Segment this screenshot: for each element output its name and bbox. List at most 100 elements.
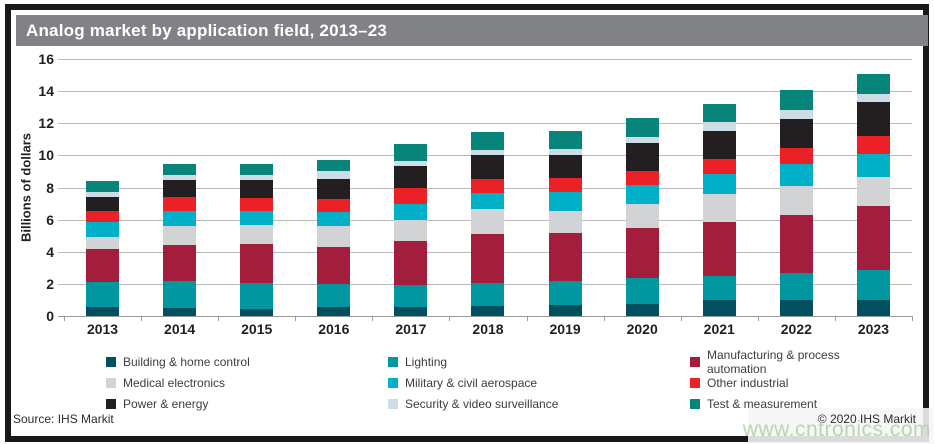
x-axis-label: 2021 [703,321,735,337]
x-axis-label: 2017 [395,321,427,337]
bar-segment [471,193,505,210]
bar-segment [394,307,428,316]
bar-segment [702,299,736,316]
x-tick [372,316,374,321]
bar-segment [317,198,351,212]
legend-item: Military & civil aerospace [388,372,690,393]
x-tick [603,316,605,321]
stacked-bar-2016 [317,160,351,316]
bar-segment [625,228,659,279]
y-tick-label: 0 [46,308,54,324]
x-tick [680,316,682,321]
watermark-text: www.cntronics.com [742,418,931,441]
bar-segment [240,243,274,284]
bar-segment [240,164,274,175]
x-tick [218,316,220,321]
bar-segment [394,161,428,166]
x-tick [834,316,836,321]
bar-segment [163,179,197,198]
bar-segment [625,143,659,171]
x-tick [64,316,65,321]
bar-segment [394,188,428,204]
bar-segment [548,210,582,233]
bar-segment [394,203,428,221]
x-tick [141,316,143,321]
bar-segment [625,204,659,229]
bar-segment [317,307,351,316]
bar-segment [471,154,505,179]
y-tick-label: 16 [38,51,54,68]
bar-segment [394,285,428,308]
bar-segment [163,245,197,282]
bar-segment [779,272,813,300]
bar-segment [317,171,351,179]
bar-segment [625,117,659,137]
bar-segment [394,165,428,189]
bar-segment [163,164,197,175]
legend-label: Other industrial [707,375,789,390]
bar-segment [548,232,582,282]
legend-label: Lighting [405,354,448,369]
chart-title-bar: Analog market by application field, 2013… [16,15,928,46]
stacked-bar-2021 [702,104,736,316]
x-axis-line [58,316,912,317]
bar-segment [471,234,505,284]
bar-segment [625,185,659,205]
stacked-bar-2017 [394,144,428,316]
bar-segment [702,275,736,300]
bar-segment [702,131,736,159]
bar-segment [856,177,890,206]
bar-segment [471,209,505,235]
bar-segment [625,136,659,144]
bar-segment [163,281,197,308]
bar-segment [856,270,890,300]
bar-segment [548,155,582,178]
legend-swatch [690,356,700,367]
x-axis-label: 2019 [549,321,581,337]
legend-item: Building & home control [106,351,388,372]
stacked-bar-2015 [240,164,274,316]
bar-segment [86,181,120,193]
y-tick-label: 4 [46,243,54,260]
watermark-background [748,408,934,444]
legend-item: Other industrial [690,372,896,393]
bar-segment [779,164,813,186]
bar-segment [779,89,813,110]
x-tick [526,316,528,321]
x-axis-label: 2018 [472,321,504,337]
gridline [58,91,912,93]
legend-swatch [388,398,398,409]
bar-segment [625,303,659,316]
legend-swatch [388,377,398,388]
y-tick-label: 12 [38,115,54,132]
legend-label: Military & civil aerospace [405,375,538,390]
bar-segment [317,226,351,247]
y-tick-label: 2 [46,275,54,292]
bar-segment [548,281,582,305]
legend-item: Medical electronics [106,372,388,393]
bar-segment [317,178,351,199]
bar-segment [86,307,120,316]
bar-segment [240,210,274,226]
stacked-bar-2019 [548,131,582,316]
legend-label: Power & energy [123,396,209,411]
bar-segment [240,225,274,244]
bar-segment [471,305,505,316]
bar-segment [548,131,582,150]
bar-segment [86,197,120,211]
stacked-bar-2023 [856,73,890,316]
bar-segment [702,121,736,132]
legend-item: Lighting [388,351,690,372]
legend-swatch [106,398,116,409]
legend-item: Test & measurement [690,393,896,414]
bar-segment [548,149,582,156]
bar-segment [240,179,274,198]
stacked-bar-2022 [779,89,813,316]
bar-segment [702,193,736,223]
x-axis-label: 2014 [164,321,196,337]
bar-segment [394,241,428,286]
bar-segment [240,283,274,309]
x-axis-label: 2020 [626,321,658,337]
bar-segment [86,282,120,308]
bar-segment [702,104,736,122]
